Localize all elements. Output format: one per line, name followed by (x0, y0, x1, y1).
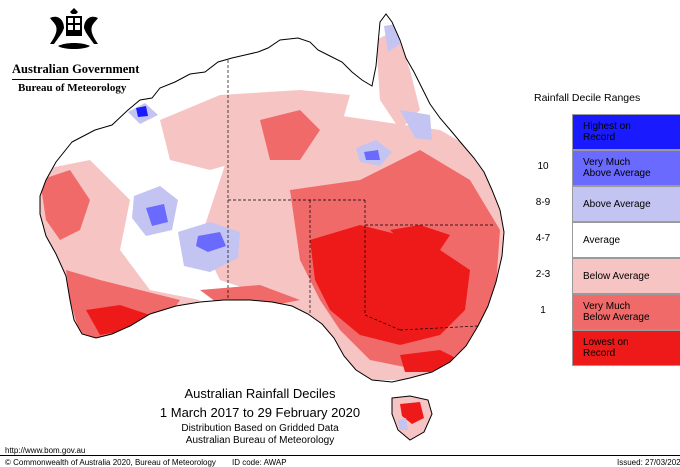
government-name: Australian Government (12, 62, 140, 76)
footer-divider (0, 455, 680, 456)
legend-range: 2-3 (535, 269, 551, 280)
map-source: Australian Bureau of Meteorology (185, 435, 335, 446)
legend-swatch: Average (572, 222, 680, 258)
map-title-block: Australian Rainfall Deciles 1 March 2017… (100, 386, 420, 447)
legend-label: Lowest on Record (583, 337, 629, 359)
legend-label: Below Average (583, 270, 650, 282)
logo-divider (12, 79, 130, 80)
legend-row-lowest: Lowest on Record (520, 330, 680, 366)
legend-swatch: Lowest on Record (572, 330, 680, 366)
legend-range: 1 (540, 305, 546, 316)
legend-label: Above Average (583, 198, 651, 210)
map-period: 1 March 2017 to 29 February 2020 (159, 405, 361, 420)
region-lowest-on-record-nsw (310, 225, 470, 345)
region-lowest-on-record-qld (390, 225, 450, 250)
region-below-average-north (160, 90, 350, 170)
map-method: Distribution Based on Gridded Data (181, 423, 339, 434)
legend-row-average: 4-7 Average (520, 222, 680, 258)
legend-range: 8-9 (535, 197, 551, 208)
region-above-average-coast (400, 110, 432, 140)
region-highest-on-record-kimberley (136, 106, 148, 117)
legend-swatch: Very Much Below Average (572, 294, 680, 330)
region-lowest-on-record-victoria (400, 350, 460, 372)
legend-title: Rainfall Decile Ranges (534, 92, 641, 104)
government-logo: Australian Government Bureau of Meteorol… (8, 8, 139, 94)
region-very-much-above-qld (364, 150, 380, 160)
region-below-average-cape (376, 30, 420, 130)
region-very-much-below-north (260, 110, 320, 160)
footer-url-link[interactable]: http://www.bom.gov.au (5, 446, 86, 455)
legend-row-below: 2-3 Below Average (520, 258, 680, 294)
legend-label: Highest on Record (583, 121, 631, 143)
legend-range: 10 (537, 161, 549, 172)
bureau-name: Bureau of Meteorology (18, 82, 127, 94)
region-very-much-above-central (196, 232, 226, 252)
legend-label: Average (583, 234, 621, 246)
legend-row-very-much-above: 10 Very Much Above Average (520, 150, 680, 186)
tasmania-above (398, 418, 408, 430)
legend-swatch: Highest on Record (572, 114, 680, 150)
legend-label: Very Much Above Average (583, 157, 651, 179)
footer-issued-date: Issued: 27/03/2020 (617, 458, 680, 467)
footer-id-code: ID code: AWAP (232, 458, 287, 467)
legend-row-highest: Highest on Record (520, 114, 680, 150)
coastline (39, 13, 505, 383)
legend-row-above: 8-9 Above Average (520, 186, 680, 222)
coat-of-arms-icon (50, 8, 98, 49)
legend-swatch: Below Average (572, 258, 680, 294)
state-borders (227, 60, 495, 331)
legend-range: 4-7 (535, 233, 551, 244)
footer-copyright: © Commonwealth of Australia 2020, Bureau… (5, 458, 216, 467)
legend-swatch: Above Average (572, 186, 680, 222)
region-lowest-on-record-sw (86, 305, 150, 335)
region-very-much-below-west (40, 170, 90, 240)
map-title: Australian Rainfall Deciles (184, 386, 336, 401)
legend-swatch: Very Much Above Average (572, 150, 680, 186)
legend-label: Very Much Below Average (583, 301, 650, 323)
legend-row-very-much-below: 1 Very Much Below Average (520, 294, 680, 330)
region-very-much-above-west (146, 204, 168, 226)
